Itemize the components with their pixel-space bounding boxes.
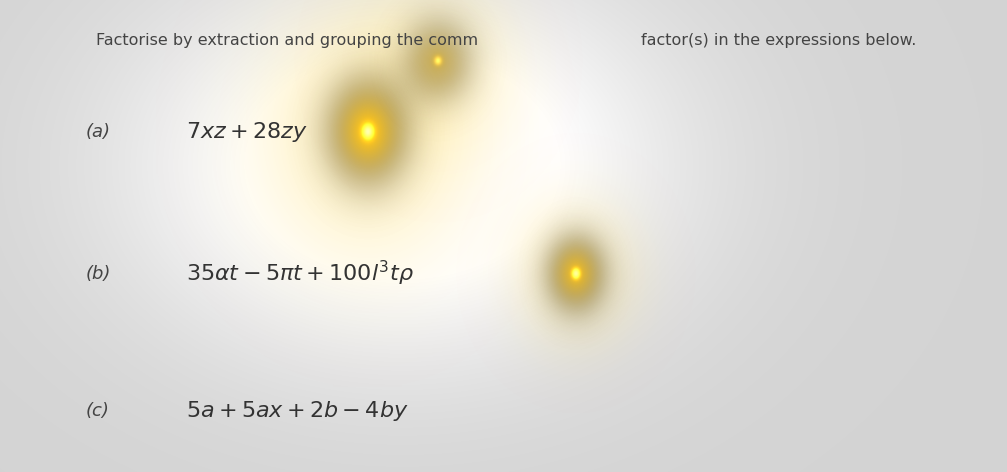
Text: (a): (a)	[86, 123, 111, 141]
Text: $7xz + 28zy$: $7xz + 28zy$	[186, 120, 308, 144]
Text: (c): (c)	[86, 402, 110, 420]
Text: $5a + 5ax + 2b - 4by$: $5a + 5ax + 2b - 4by$	[186, 399, 409, 422]
Text: factor(s) in the expressions below.: factor(s) in the expressions below.	[641, 33, 916, 48]
Text: $35\alpha t - 5\pi t + 100l^3 t\rho$: $35\alpha t - 5\pi t + 100l^3 t\rho$	[186, 259, 414, 288]
Text: Factorise by extraction and grouping the comm: Factorise by extraction and grouping the…	[96, 33, 477, 48]
Text: (b): (b)	[86, 265, 111, 283]
